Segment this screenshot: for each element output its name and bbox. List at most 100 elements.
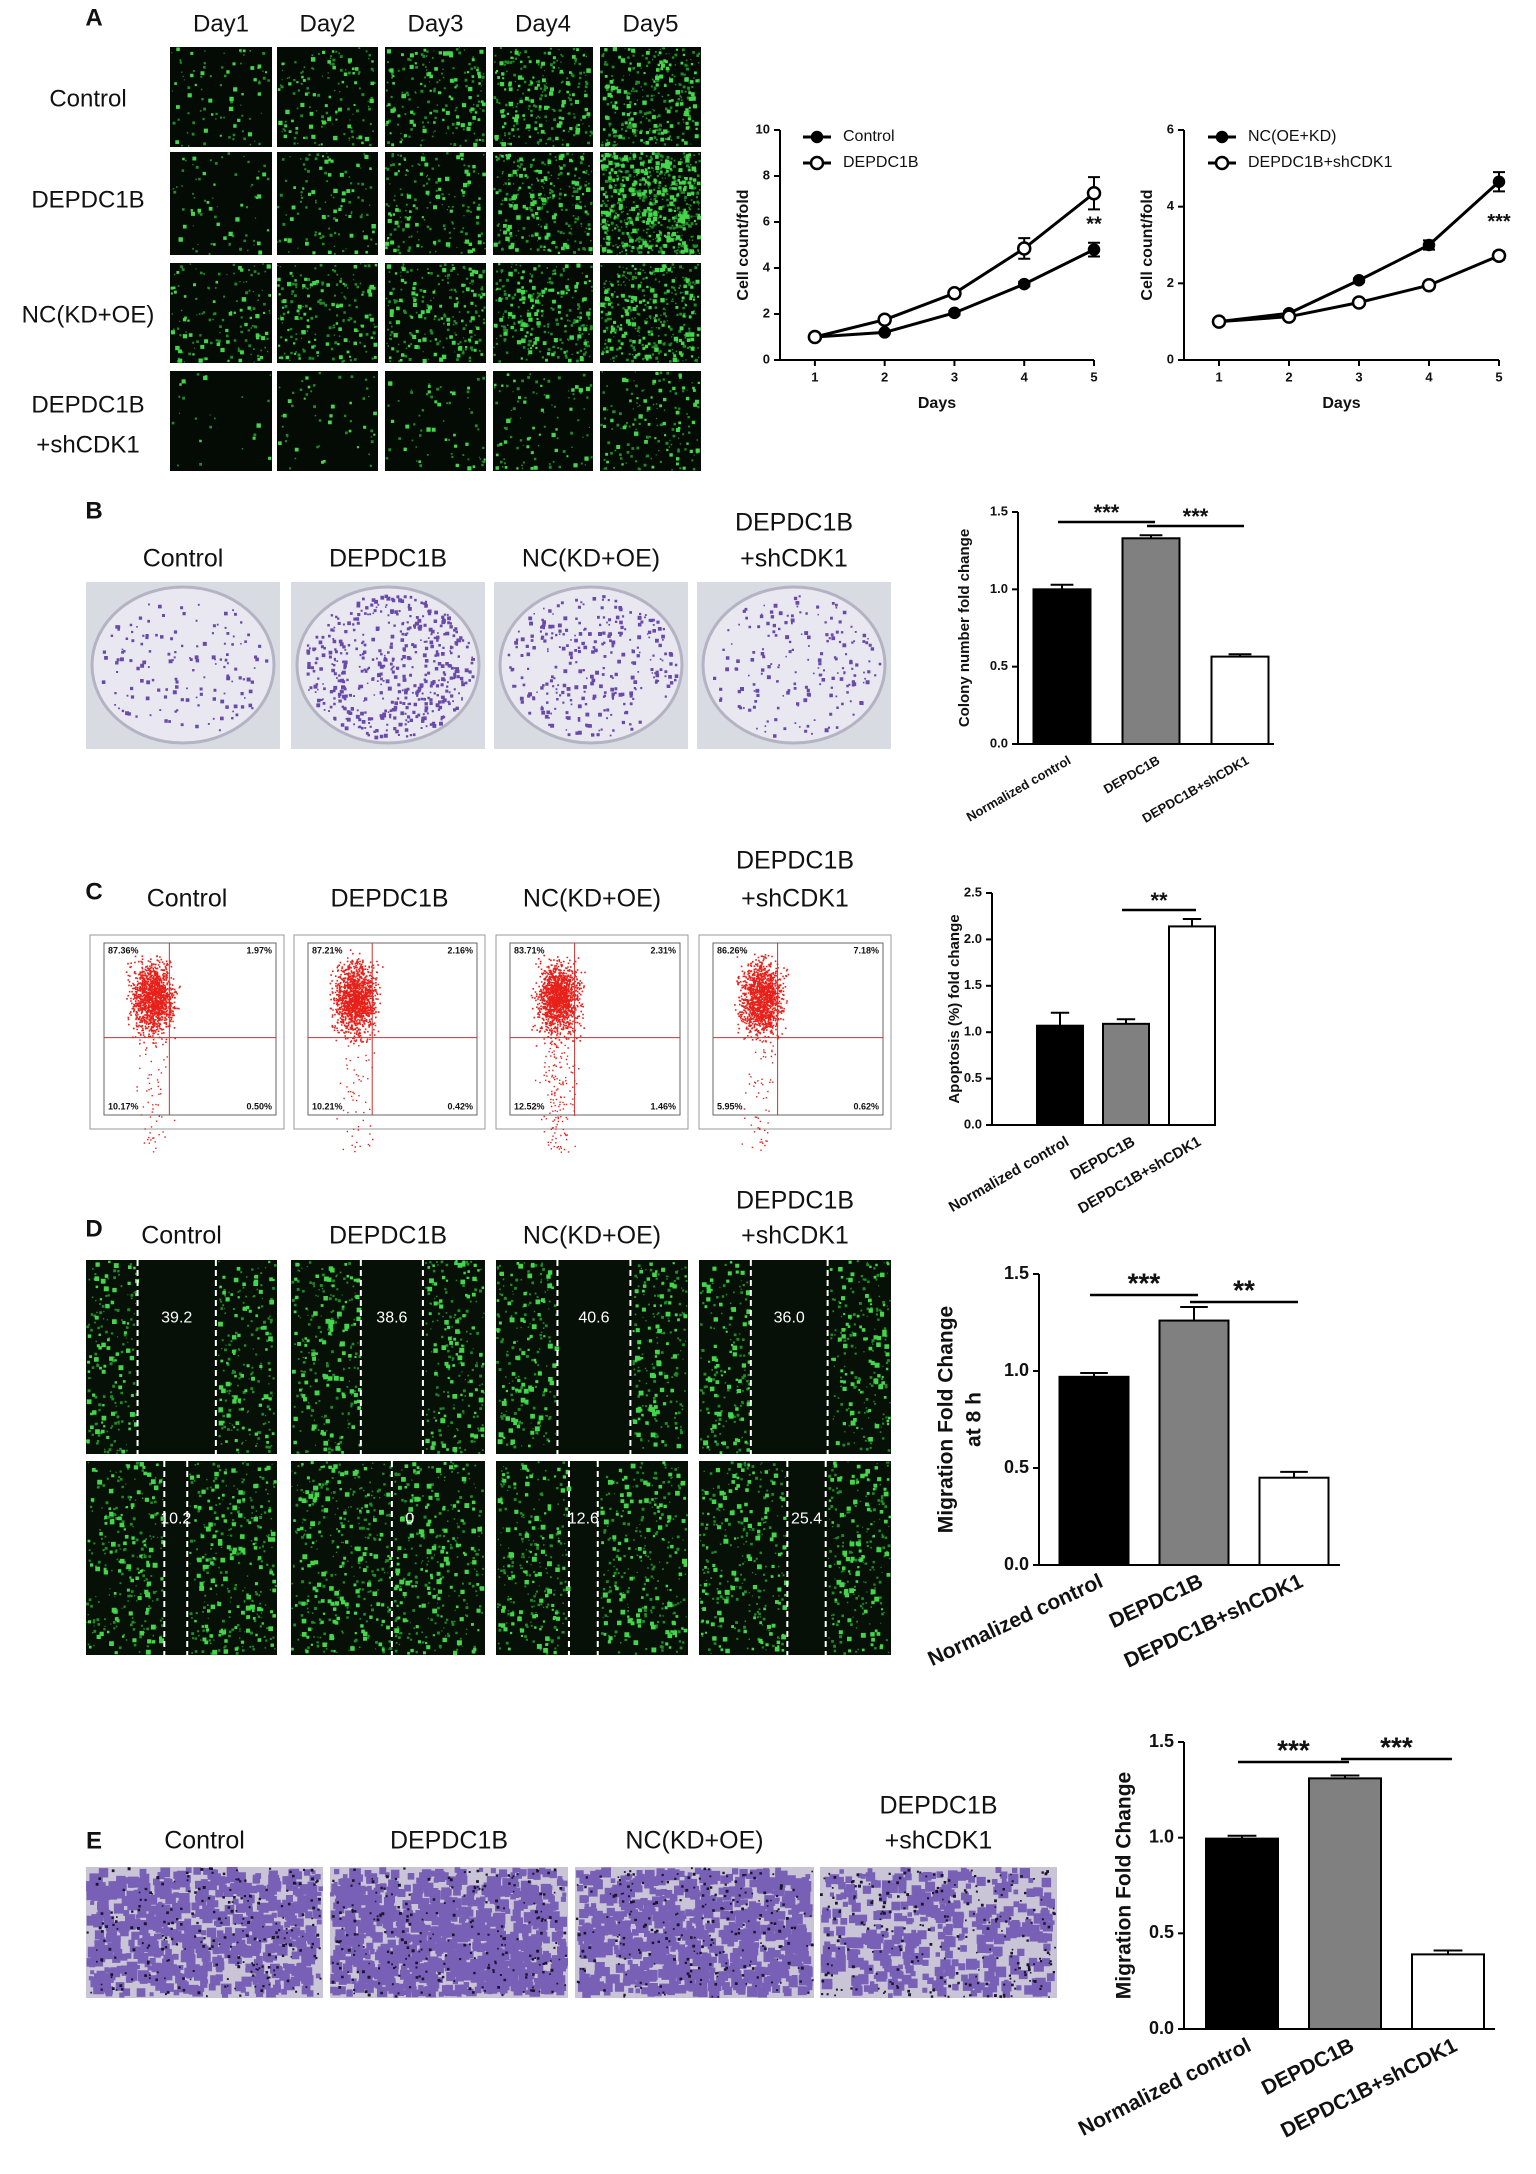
y-tick-label: 1.5 xyxy=(1004,1263,1029,1283)
group-label: Control xyxy=(164,1827,245,1855)
events xyxy=(125,955,181,1153)
x-tick-label: Normalized control xyxy=(964,753,1073,825)
group-label: DEPDC1B xyxy=(330,885,448,913)
significance: ** xyxy=(1150,888,1168,913)
quadrant-percent: 2.16% xyxy=(447,945,473,955)
x-tick-label: Normalized control xyxy=(1075,2034,1255,2141)
significance: *** xyxy=(1487,211,1511,233)
data-point xyxy=(1421,278,1437,293)
data-point xyxy=(1491,248,1507,263)
quadrant-percent: 0.50% xyxy=(246,1101,272,1111)
x-axis-title: Days xyxy=(1322,395,1360,412)
micrograph xyxy=(600,371,701,471)
x-tick-label: DEPDC1B+shCDK1 xyxy=(1121,1570,1307,1673)
data-point xyxy=(1016,241,1032,256)
quadrant-percent: 0.62% xyxy=(853,1101,879,1111)
micrograph xyxy=(170,47,272,147)
group-label: DEPDC1B xyxy=(736,847,854,875)
quadrant-percent: 87.36% xyxy=(108,945,139,955)
y-tick-label: 0.0 xyxy=(990,735,1008,750)
row-label: Control xyxy=(49,85,126,112)
cells xyxy=(330,1867,568,1998)
y-tick-label: 2.0 xyxy=(964,931,982,946)
group-label: Control xyxy=(143,545,224,573)
cells xyxy=(600,47,701,147)
bar xyxy=(1205,1837,1279,2030)
bar xyxy=(1036,1024,1084,1126)
wound-width: 40.6 xyxy=(578,1309,609,1326)
wound-width: 38.6 xyxy=(376,1309,407,1326)
cells xyxy=(494,373,591,470)
y-tick-label: 8 xyxy=(763,167,770,182)
quadrant-percent: 1.46% xyxy=(650,1101,676,1111)
flow-plot xyxy=(698,934,892,1130)
group-label: NC(KD+OE) xyxy=(625,1827,763,1855)
x-tick-label: DEPDC1B xyxy=(1101,753,1162,797)
wound-image xyxy=(496,1260,688,1454)
y-axis-title: Migration Fold Change xyxy=(935,1306,958,1533)
group-label: +shCDK1 xyxy=(741,1222,849,1250)
series-line xyxy=(1218,254,1500,324)
data-point xyxy=(1351,295,1367,310)
day-label: Day2 xyxy=(299,10,355,37)
data-point xyxy=(1086,186,1102,201)
cells xyxy=(701,1260,891,1454)
data-point xyxy=(1352,274,1366,287)
day-label: Day3 xyxy=(407,10,463,37)
legend-label: Control xyxy=(843,128,895,145)
y-tick-label: 1.0 xyxy=(1149,1826,1174,1846)
cells xyxy=(493,373,593,470)
group-label: +shCDK1 xyxy=(740,545,848,573)
x-tick-label: 2 xyxy=(1285,369,1292,384)
significance: *** xyxy=(1128,1268,1161,1299)
legend-label: DEPDC1B xyxy=(843,154,919,171)
row-label: NC(KD+OE) xyxy=(22,301,155,328)
bar xyxy=(1032,588,1092,745)
quadrant-percent: 83.71% xyxy=(514,945,545,955)
wound-image xyxy=(86,1461,277,1655)
group-label: DEPDC1B xyxy=(329,1222,447,1250)
group-label: DEPDC1B xyxy=(329,545,447,573)
y-tick-label: 1.0 xyxy=(964,1024,982,1039)
cells xyxy=(277,263,378,363)
error-bar xyxy=(1182,917,1202,927)
bar xyxy=(1308,1777,1382,2031)
y-axis-title: Migration Fold Change xyxy=(1113,1772,1136,1999)
data-point xyxy=(1492,175,1506,188)
data-point xyxy=(948,306,961,320)
quadrant-percent: 10.21% xyxy=(312,1101,343,1111)
significance: ** xyxy=(1086,214,1102,236)
cells xyxy=(386,264,486,363)
micrograph xyxy=(277,371,378,471)
group-label: NC(KD+OE) xyxy=(523,1222,661,1250)
micrograph xyxy=(170,371,272,471)
x-tick-label: DEPDC1B+shCDK1 xyxy=(1277,2034,1461,2143)
legend-marker xyxy=(1215,130,1229,144)
bar xyxy=(1168,925,1216,1127)
y-tick-label: 2 xyxy=(1167,275,1174,290)
events xyxy=(734,951,790,1151)
x-tick-label: 2 xyxy=(881,369,888,384)
micrograph xyxy=(600,47,701,147)
flow-plot xyxy=(495,934,689,1130)
group-label: Control xyxy=(141,1222,222,1250)
pores xyxy=(86,1867,322,1998)
bar xyxy=(1102,1022,1150,1127)
y-tick-label: 1.5 xyxy=(964,977,982,992)
panel-label: A xyxy=(85,4,102,31)
row-label: +shCDK1 xyxy=(36,431,139,458)
cells xyxy=(497,1461,688,1655)
group-label: DEPDC1B xyxy=(390,1827,508,1855)
legend-marker xyxy=(810,130,824,144)
legend-marker xyxy=(1214,155,1230,171)
error-bar xyxy=(1050,1011,1070,1026)
x-tick-label: DEPDC1B+shCDK1 xyxy=(1075,1133,1204,1217)
x-tick-label: Normalized control xyxy=(946,1133,1072,1216)
cells xyxy=(493,263,591,363)
y-tick-label: 0.0 xyxy=(1149,2018,1174,2038)
colonies xyxy=(306,594,475,740)
data-point xyxy=(877,312,892,327)
y-tick-label: 10 xyxy=(756,121,770,136)
y-axis-title: at 8 h xyxy=(963,1392,986,1447)
wound-width: 0 xyxy=(405,1510,414,1527)
